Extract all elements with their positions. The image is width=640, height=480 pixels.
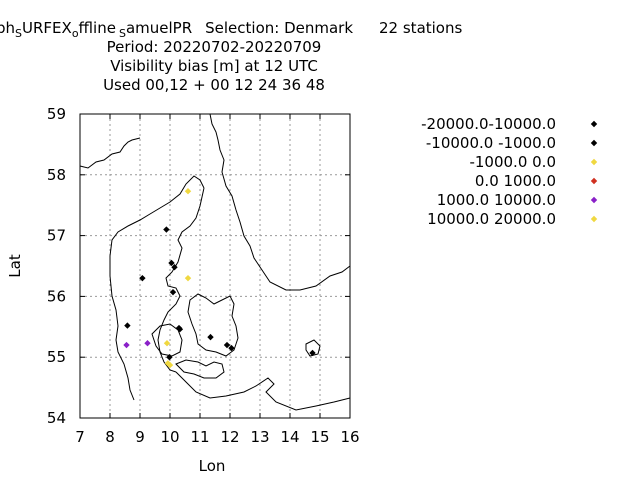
data-point (164, 360, 172, 367)
legend-marker (590, 120, 598, 128)
x-tick-label: 10 (160, 428, 179, 446)
chart-title-line4: Used 00,12 + 00 12 24 36 48 (103, 76, 325, 94)
data-points (123, 188, 316, 369)
legend-marker (590, 196, 598, 204)
data-point (184, 274, 192, 282)
legend-marker (590, 177, 598, 185)
x-tick-label: 13 (250, 428, 269, 446)
y-tick-label: 58 (47, 166, 66, 184)
x-axis-ticks: 7 8 9 10 11 12 13 14 15 16 (75, 114, 360, 446)
y-tick-label: 54 (47, 409, 66, 427)
chart-title-line1: phSURFEXoffline SamuelPR Selection: Denmar… (0, 19, 462, 40)
y-axis-ticks: 54 55 56 57 58 59 (47, 105, 350, 427)
data-point (139, 274, 146, 282)
y-axis-label: Lat (6, 254, 24, 278)
legend-marker (590, 215, 598, 223)
x-tick-label: 15 (310, 428, 329, 446)
x-tick-label: 7 (75, 428, 85, 446)
data-point (163, 340, 171, 347)
data-point (144, 340, 151, 347)
x-axis-label: Lon (199, 457, 226, 475)
x-tick-label: 12 (220, 428, 239, 446)
x-tick-label: 16 (340, 428, 359, 446)
legend-label: -1000.0 0.0 (469, 153, 556, 171)
legend: -20000.0-10000.0-10000.0 -1000.0-1000.0 … (421, 115, 598, 228)
plot-area-frame (79, 113, 351, 419)
data-point (228, 344, 235, 352)
y-tick-label: 59 (47, 105, 66, 123)
data-point (123, 341, 130, 349)
x-tick-label: 11 (190, 428, 209, 446)
x-tick-label: 14 (280, 428, 299, 446)
data-point (169, 288, 177, 296)
legend-label: 0.0 1000.0 (475, 172, 556, 190)
y-tick-label: 56 (47, 287, 66, 305)
y-tick-label: 55 (47, 348, 66, 366)
legend-label: -10000.0 -1000.0 (426, 134, 556, 152)
chart-title-line2: Period: 20220702-20220709 (107, 38, 322, 56)
data-point (223, 341, 231, 349)
legend-marker (590, 158, 598, 166)
y-tick-label: 57 (47, 227, 66, 245)
legend-label: -20000.0-10000.0 (421, 115, 556, 133)
chart-title-line3: Visibility bias [m] at 12 UTC (110, 57, 318, 75)
data-point (171, 264, 178, 271)
data-point (309, 349, 316, 357)
data-point (166, 361, 174, 369)
data-point (176, 326, 184, 333)
legend-label: 10000.0 20000.0 (427, 210, 556, 228)
x-tick-label: 8 (105, 428, 115, 446)
data-point (207, 333, 214, 341)
data-point (184, 188, 192, 195)
legend-marker (590, 139, 598, 147)
grid (80, 114, 350, 418)
legend-label: 1000.0 10000.0 (437, 191, 556, 209)
data-point (166, 354, 173, 361)
coastline-map (79, 113, 351, 411)
data-point (168, 259, 175, 267)
data-point (163, 226, 170, 233)
data-point (124, 322, 131, 329)
x-tick-label: 9 (135, 428, 145, 446)
